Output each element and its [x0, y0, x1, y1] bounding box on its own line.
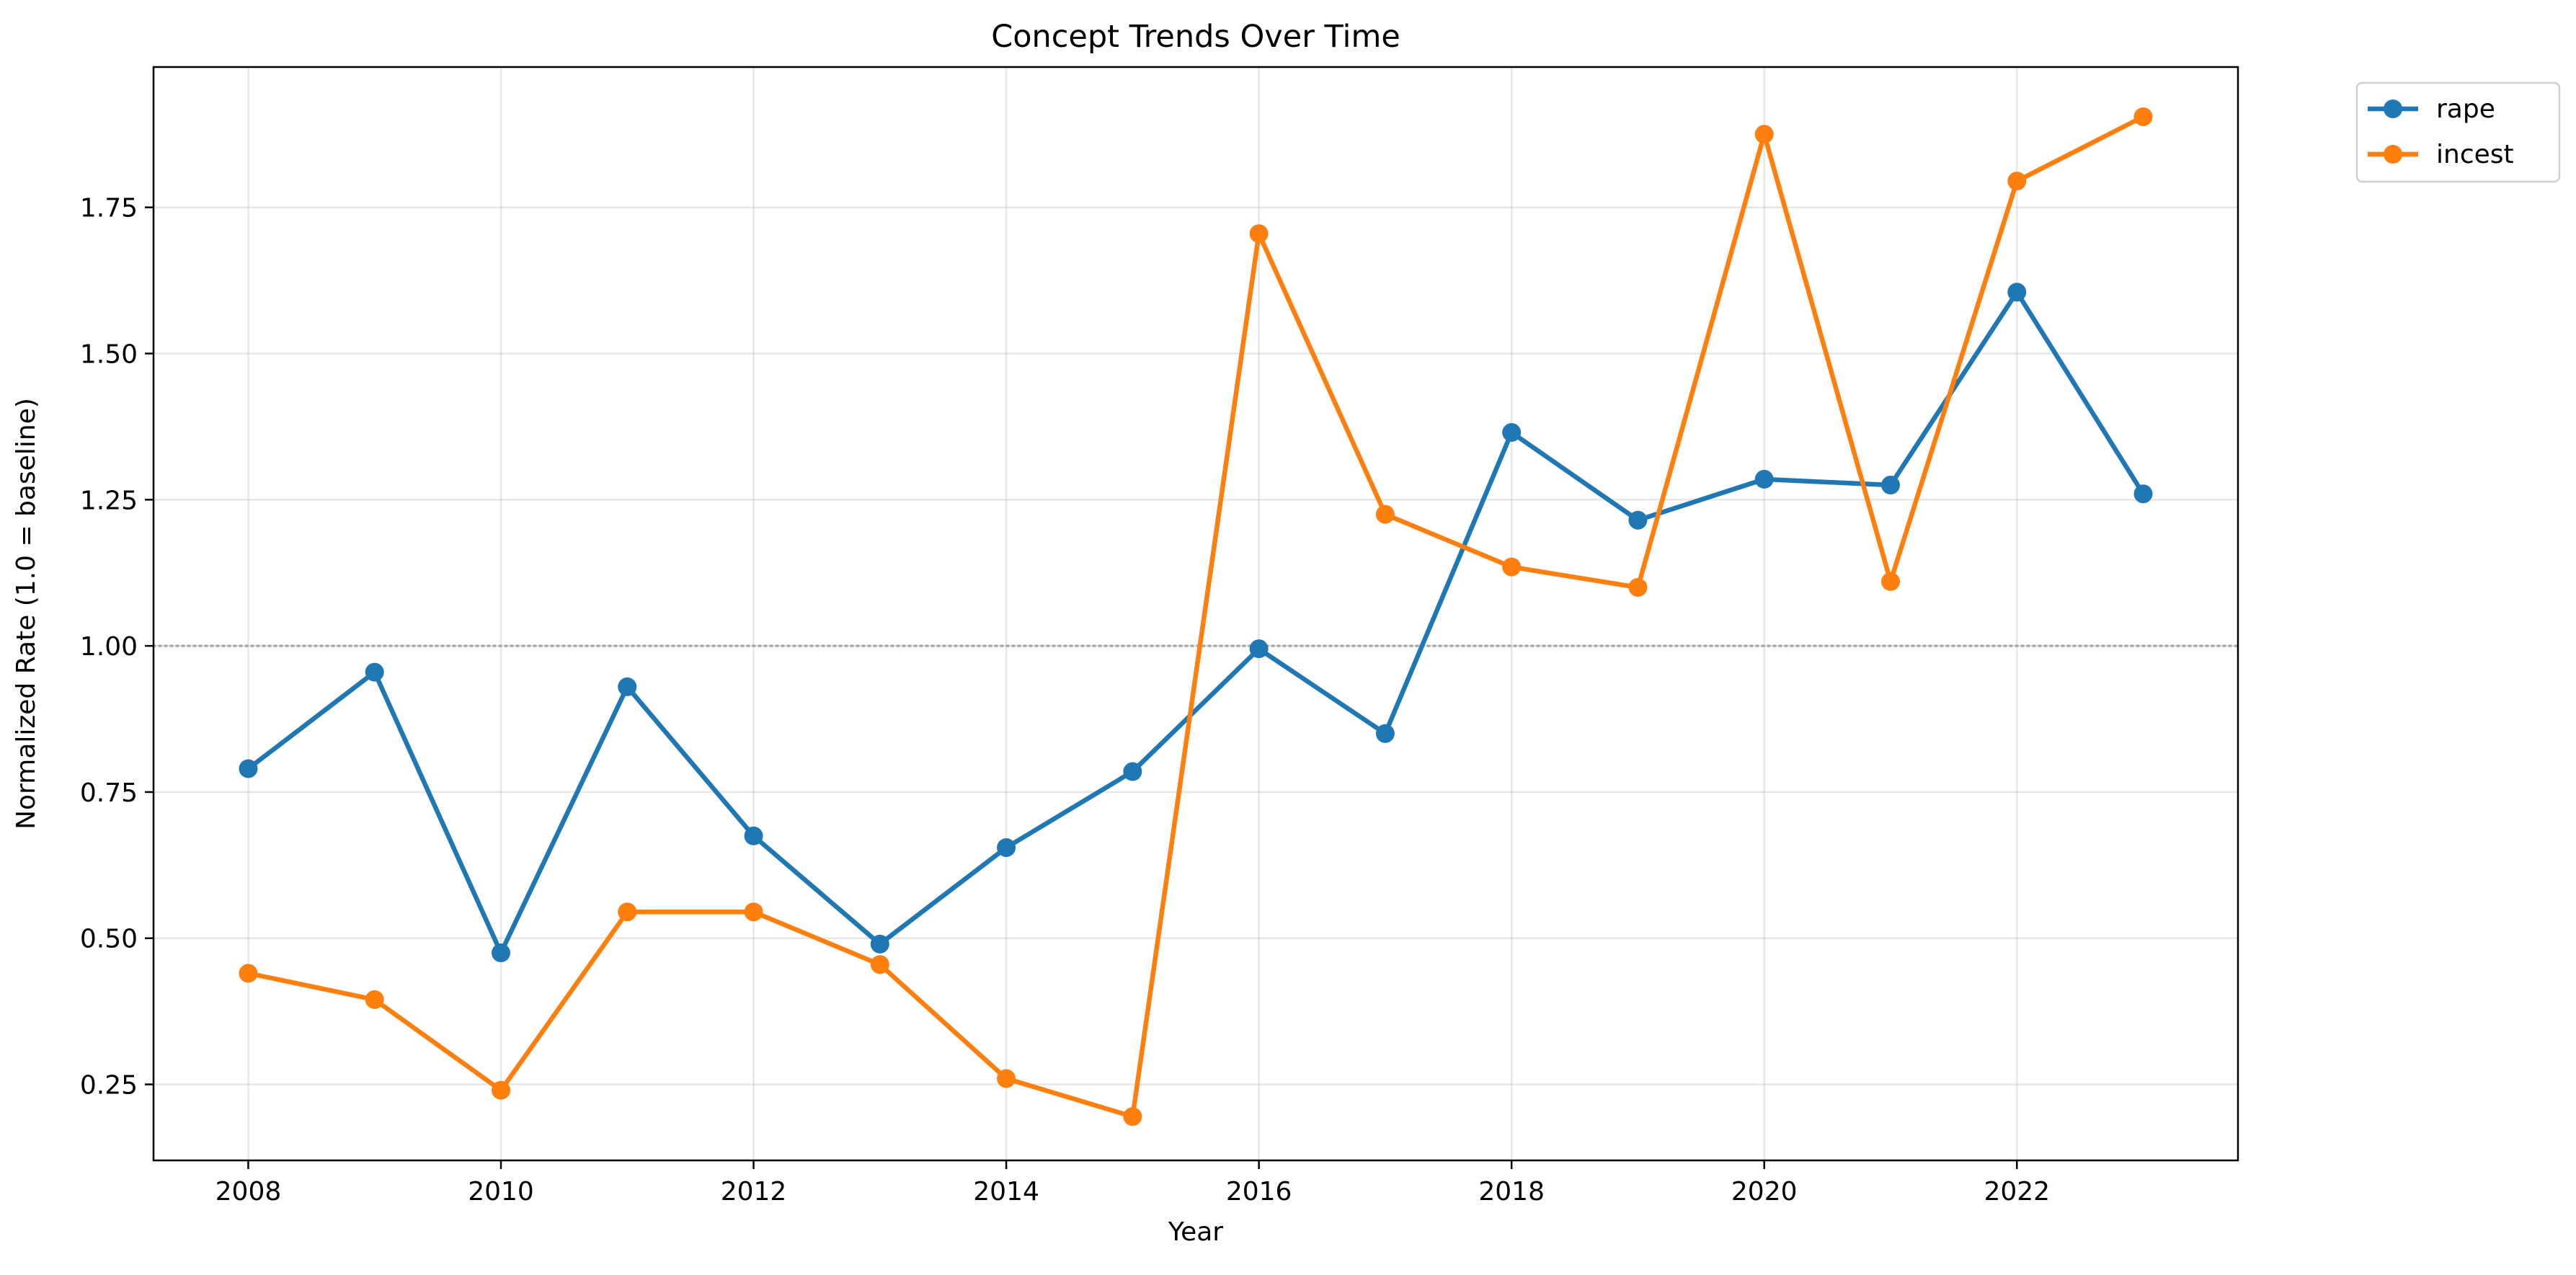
y-tick-label: 1.25 [80, 486, 138, 515]
data-point-rape [997, 838, 1016, 857]
x-tick-label: 2020 [1731, 1177, 1798, 1207]
data-point-incest [1502, 557, 1522, 577]
data-point-incest [2007, 172, 2027, 191]
y-tick-label: 1.50 [80, 340, 138, 370]
legend-marker-rape [2384, 99, 2402, 118]
data-point-incest [1375, 505, 1395, 524]
series-incest [239, 107, 2153, 1127]
data-point-incest [492, 1080, 510, 1100]
x-tick-label: 2018 [1478, 1177, 1545, 1207]
series-group [239, 107, 2153, 1127]
data-point-incest [997, 1069, 1016, 1088]
series-rape [239, 283, 2153, 963]
y-axis-title: Normalized Rate (1.0 = baseline) [12, 398, 41, 830]
plot-frame [152, 66, 2239, 1162]
data-point-incest [1754, 125, 1774, 144]
data-point-rape [1123, 762, 1142, 781]
data-point-incest [1123, 1107, 1142, 1127]
data-point-rape [1628, 510, 1648, 530]
data-point-incest [618, 902, 637, 922]
data-point-incest [744, 902, 763, 922]
x-tick-label: 2012 [721, 1177, 787, 1207]
x-tick-label: 2022 [1984, 1177, 2050, 1207]
x-tick-label: 2014 [973, 1177, 1039, 1207]
legend-label-incest: incest [2436, 140, 2514, 169]
x-tick-label: 2008 [216, 1177, 282, 1207]
chart-title: Concept Trends Over Time [991, 19, 1400, 55]
data-point-rape [1502, 423, 1522, 443]
data-point-rape [870, 934, 889, 954]
legend: rape incest [2355, 81, 2561, 183]
data-point-rape [239, 759, 258, 778]
data-point-incest [1628, 577, 1648, 597]
x-tick-label: 2010 [468, 1177, 534, 1207]
data-point-rape [492, 943, 510, 963]
data-point-incest [870, 955, 889, 974]
legend-marker-incest [2384, 145, 2402, 164]
data-point-rape [365, 662, 384, 682]
y-tick-label: 1.75 [80, 194, 138, 223]
legend-label-rape: rape [2436, 94, 2495, 124]
data-point-rape [1375, 724, 1395, 743]
y-tick-label: 0.75 [80, 778, 138, 808]
data-point-rape [618, 677, 637, 696]
x-axis-ticks: 2008 2010 2012 2014 2016 2018 2020 2022 [216, 1160, 2050, 1207]
data-point-incest [1881, 572, 1900, 591]
x-tick-label: 2016 [1226, 1177, 1292, 1207]
data-point-rape [744, 826, 763, 845]
y-tick-label: 0.25 [80, 1071, 138, 1101]
x-axis-title: Year [1168, 1217, 1223, 1247]
y-tick-label: 0.50 [80, 925, 138, 954]
data-point-rape [1881, 476, 1900, 495]
data-point-rape [2007, 283, 2027, 302]
data-point-incest [365, 990, 384, 1009]
data-point-incest [239, 964, 258, 983]
data-point-rape [1249, 639, 1269, 659]
y-tick-label: 1.00 [80, 632, 138, 662]
data-point-incest [1249, 224, 1269, 244]
data-point-rape [2133, 484, 2153, 504]
series-line-rape [244, 290, 2146, 956]
data-point-rape [1754, 469, 1774, 489]
y-axis-ticks: 0.25 0.50 0.75 1.00 1.25 1.50 1.75 [80, 194, 154, 1101]
data-point-incest [2133, 107, 2153, 126]
series-line-incest [245, 113, 2146, 1119]
